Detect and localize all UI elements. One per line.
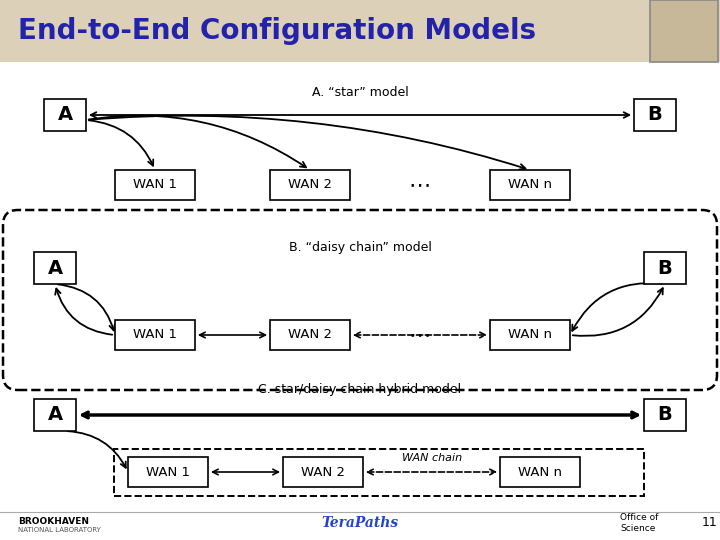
FancyBboxPatch shape [44,99,86,131]
FancyBboxPatch shape [128,457,208,487]
Text: WAN 1: WAN 1 [133,328,177,341]
Text: WAN chain: WAN chain [402,453,462,463]
Text: WAN 2: WAN 2 [288,179,332,192]
FancyBboxPatch shape [270,320,350,350]
Text: A: A [48,406,63,424]
Text: WAN 1: WAN 1 [146,465,190,478]
Text: 11: 11 [702,516,718,530]
Text: B: B [657,406,672,424]
Text: ⋯: ⋯ [409,175,431,195]
Text: WAN n: WAN n [508,328,552,341]
Text: B: B [647,105,662,125]
FancyBboxPatch shape [270,170,350,200]
FancyBboxPatch shape [650,0,718,62]
Text: WAN 2: WAN 2 [288,328,332,341]
FancyBboxPatch shape [644,399,686,431]
FancyBboxPatch shape [634,99,676,131]
FancyBboxPatch shape [490,170,570,200]
Text: WAN n: WAN n [508,179,552,192]
Text: Office of
Science: Office of Science [620,514,658,532]
Text: WAN 1: WAN 1 [133,179,177,192]
FancyBboxPatch shape [500,457,580,487]
Text: ⋯: ⋯ [409,325,431,345]
Text: NATIONAL LABORATORY: NATIONAL LABORATORY [18,527,101,533]
FancyBboxPatch shape [644,252,686,284]
Text: A. “star” model: A. “star” model [312,85,408,98]
Text: C. star/daisy chain hybrid model: C. star/daisy chain hybrid model [258,383,462,396]
FancyBboxPatch shape [490,320,570,350]
Text: BROOKHAVEN: BROOKHAVEN [18,516,89,525]
Text: TeraPaths: TeraPaths [321,516,399,530]
FancyBboxPatch shape [115,320,195,350]
Text: B. “daisy chain” model: B. “daisy chain” model [289,241,431,254]
FancyBboxPatch shape [34,252,76,284]
FancyBboxPatch shape [34,399,76,431]
FancyBboxPatch shape [283,457,363,487]
Text: B: B [657,259,672,278]
Text: WAN n: WAN n [518,465,562,478]
FancyBboxPatch shape [115,170,195,200]
Text: WAN 2: WAN 2 [301,465,345,478]
Text: End-to-End Configuration Models: End-to-End Configuration Models [18,17,536,45]
Text: A: A [58,105,73,125]
Text: A: A [48,259,63,278]
FancyBboxPatch shape [0,0,720,62]
